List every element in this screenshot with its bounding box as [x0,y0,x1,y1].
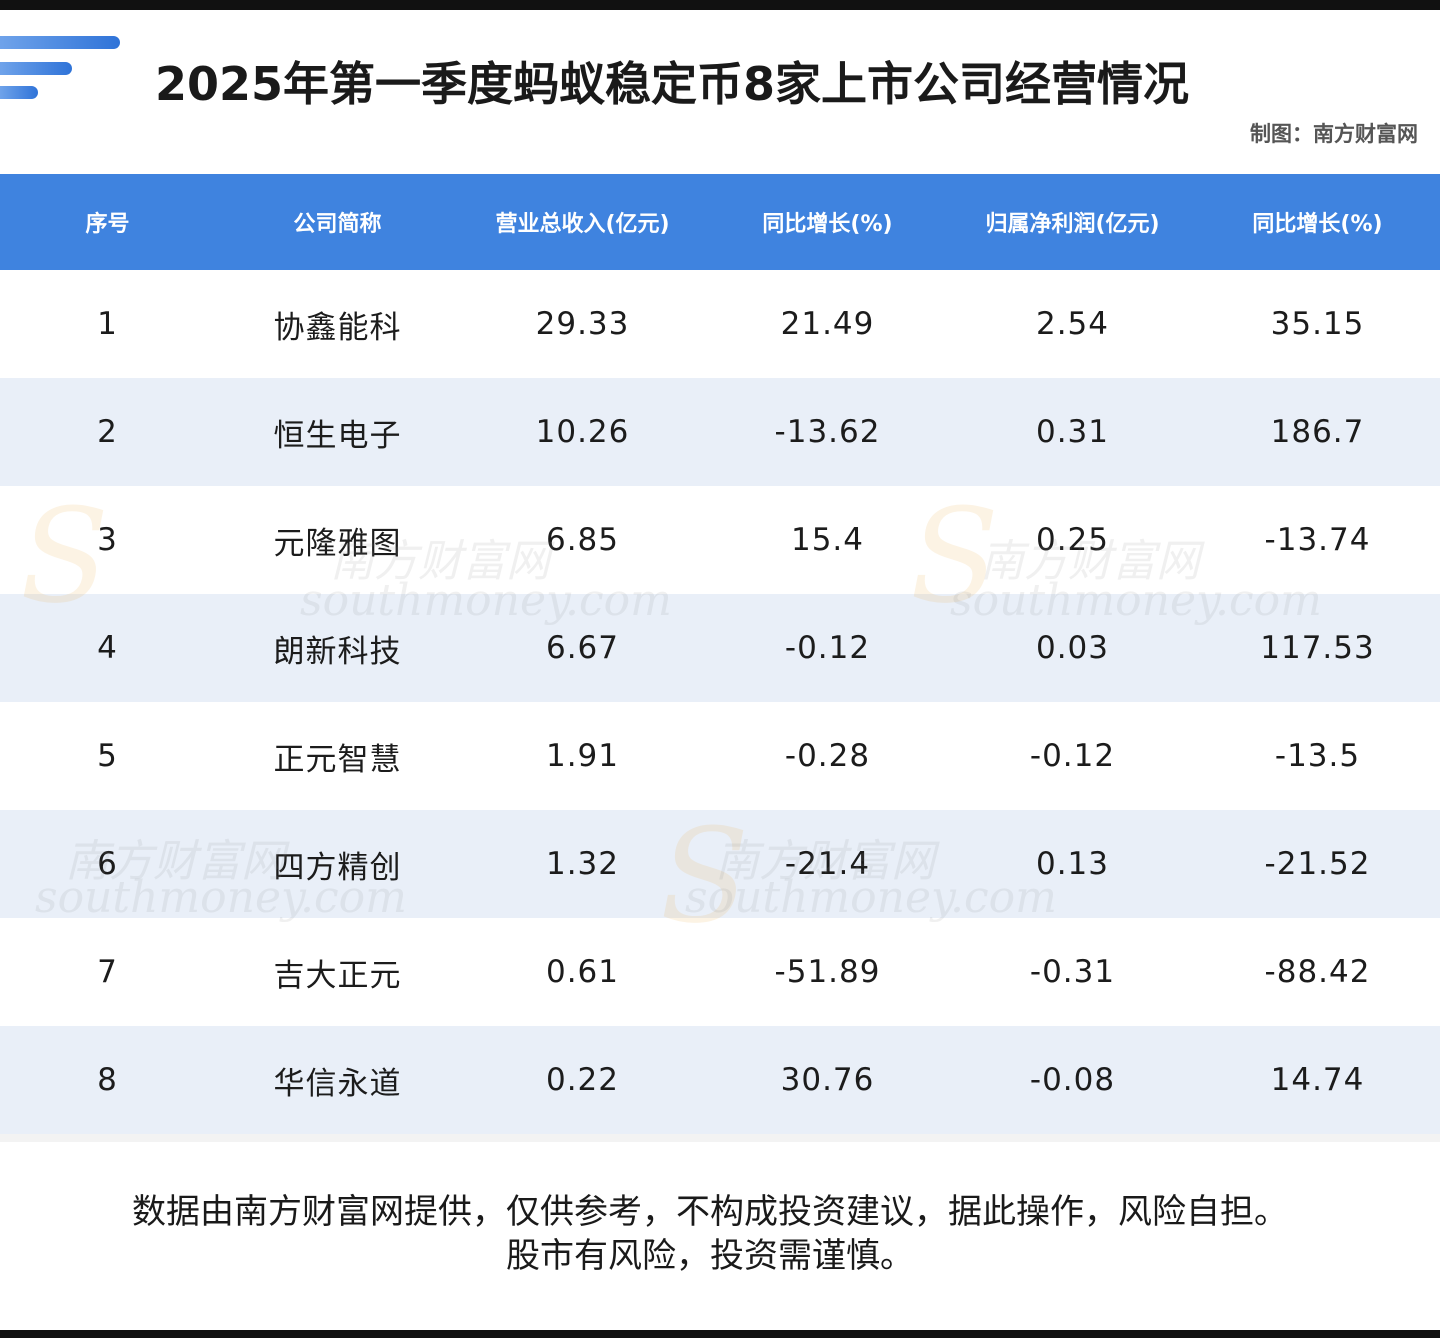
table-cell: 30.76 [780,1062,875,1098]
table-cell: 6.67 [545,630,620,666]
table-row: 5 正元智慧 1.91 -0.28 -0.12 -13.5 [0,702,1440,810]
column-header: 公司简称 [293,212,382,237]
table-cell: 四方精创 [273,849,402,886]
table-cell: -13.74 [1264,522,1371,558]
brand-logo-icon [0,30,130,100]
table-cell: 协鑫能科 [273,309,402,346]
column-header: 归属净利润(亿元) [985,212,1160,237]
table-cell: -0.31 [1029,954,1116,990]
table-cell: 1 [97,306,118,342]
table-cell: -13.62 [774,414,881,450]
table-cell: 117.53 [1260,630,1375,666]
table-cell: 186.7 [1270,414,1365,450]
data-table: 序号 公司简称 营业总收入(亿元) 同比增长(%) 归属净利润(亿元) 同比增长… [0,174,1440,1142]
table-cell: 6.85 [545,522,620,558]
table-cell: -0.12 [1029,738,1116,774]
column-header: 同比增长(%) [1252,212,1383,237]
column-header: 营业总收入(亿元) [495,212,670,237]
table-header: 序号 公司简称 营业总收入(亿元) 同比增长(%) 归属净利润(亿元) 同比增长… [0,174,1440,270]
table-cell: 4 [97,630,118,666]
table-cell: 2.54 [1035,306,1110,342]
table-cell: 15.4 [790,522,865,558]
table-cell: 华信永道 [273,1065,402,1102]
infographic-frame: 2025年第一季度蚂蚁稳定币8家上市公司经营情况 制图：南方财富网 序号 公司简… [0,10,1440,1330]
table-cell: -21.4 [784,846,871,882]
table-cell: -0.08 [1029,1062,1116,1098]
table-cell: 10.26 [535,414,630,450]
table-cell: 5 [97,738,118,774]
table-cell: 21.49 [780,306,875,342]
table-bottom-border [0,1134,1440,1142]
table-cell: 3 [97,522,118,558]
table-cell: 0.61 [545,954,620,990]
table-cell: 正元智慧 [273,741,402,778]
table-cell: 1.32 [545,846,620,882]
table-cell: -0.28 [784,738,871,774]
table-cell: -88.42 [1264,954,1371,990]
table-cell: 29.33 [535,306,630,342]
table-row: 6 四方精创 1.32 -21.4 0.13 -21.52 [0,810,1440,918]
page-title: 2025年第一季度蚂蚁稳定币8家上市公司经营情况 [155,57,1190,111]
disclaimer-line: 数据由南方财富网提供，仅供参考，不构成投资建议，据此操作，风险自担。 [132,1192,1288,1232]
table-cell: 6 [97,846,118,882]
table-cell: 35.15 [1270,306,1365,342]
table-cell: 吉大正元 [273,957,402,994]
table-cell: 0.31 [1035,414,1110,450]
table-cell: 1.91 [545,738,620,774]
table-cell: 元隆雅图 [273,525,402,562]
table-row: 3 元隆雅图 6.85 15.4 0.25 -13.74 [0,486,1440,594]
table-cell: -21.52 [1264,846,1371,882]
table-cell: 0.03 [1035,630,1110,666]
table-cell: 朗新科技 [273,633,402,670]
table-row: 4 朗新科技 6.67 -0.12 0.03 117.53 [0,594,1440,702]
disclaimer: 数据由南方财富网提供，仅供参考，不构成投资建议，据此操作，风险自担。 股市有风险… [0,1190,1420,1278]
table-cell: -51.89 [774,954,881,990]
table-cell: 7 [97,954,118,990]
table-cell: 0.22 [545,1062,620,1098]
table-row: 2 恒生电子 10.26 -13.62 0.31 186.7 [0,378,1440,486]
table-cell: 2 [97,414,118,450]
table-cell: 8 [97,1062,118,1098]
table-cell: -13.5 [1274,738,1361,774]
column-header: 同比增长(%) [762,212,893,237]
table-cell: 0.25 [1035,522,1110,558]
table-row: 1 协鑫能科 29.33 21.49 2.54 35.15 [0,270,1440,378]
table-cell: 0.13 [1035,846,1110,882]
table-row: 8 华信永道 0.22 30.76 -0.08 14.74 [0,1026,1440,1134]
disclaimer-line: 股市有风险，投资需谨慎。 [506,1236,914,1276]
chart-credit: 制图：南方财富网 [1250,122,1418,146]
table-cell: 14.74 [1270,1062,1365,1098]
table-cell: -0.12 [784,630,871,666]
table-cell: 恒生电子 [273,417,402,454]
table-row: 7 吉大正元 0.61 -51.89 -0.31 -88.42 [0,918,1440,1026]
column-header: 序号 [85,212,130,237]
